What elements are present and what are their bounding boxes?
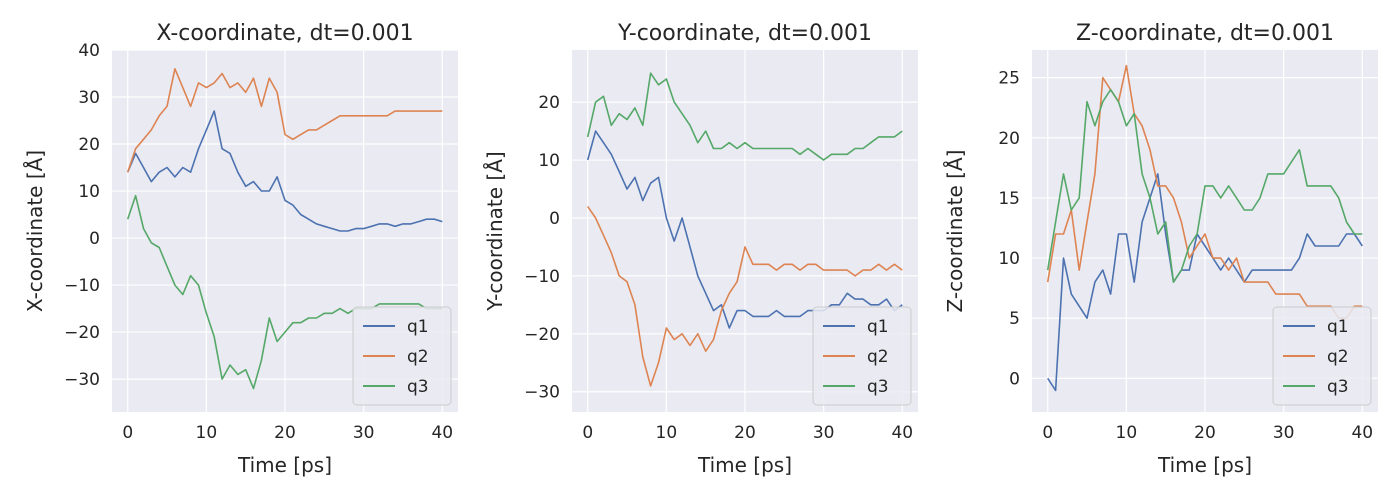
z-ytick-label: 10: [998, 249, 1020, 269]
x-ytick-label: −20: [64, 323, 100, 343]
y-legend-label-q1: q1: [867, 317, 889, 337]
y-ytick-label: 10: [538, 151, 560, 171]
z-series-q3-line: [1046, 88, 1363, 283]
x-ytick-label: 0: [89, 229, 100, 249]
y-xtick-label: 0: [582, 423, 593, 443]
z-legend-box: [1272, 306, 1372, 406]
x-ytick-label: −10: [64, 276, 100, 296]
x-xtick-label: 30: [353, 423, 375, 443]
x-legend-label-q1: q1: [407, 317, 429, 337]
z-xtick-label: 10: [1116, 423, 1138, 443]
y-ytick-label: −20: [524, 325, 560, 345]
z-legend-label-q2: q2: [1327, 347, 1349, 367]
y-series-q3-line: [586, 72, 903, 161]
x-ytick-label: 20: [78, 135, 100, 155]
y-xtick-label: 10: [656, 423, 678, 443]
x-legend-label-q2: q2: [407, 347, 429, 367]
z-ytick-label: 25: [998, 69, 1020, 89]
x-legend-box: [352, 306, 452, 406]
z-coordinate-chart: 0 10 20 30 40 25 20 15 10 5 0 Z-coordinate, dt=0.00…: [943, 21, 1378, 477]
x-legend-label-q3: q3: [407, 377, 429, 397]
y-legend-box: [812, 306, 912, 406]
y-xtick-label: 20: [734, 423, 756, 443]
x-legend: q1 q2 q3: [352, 306, 452, 406]
y-series-q2-line: [587, 205, 903, 387]
x-xtick-label: 20: [274, 423, 296, 443]
x-series-q2-line: [126, 68, 443, 173]
y-xtick-label: 30: [813, 423, 835, 443]
z-legend-label-q3: q3: [1327, 377, 1349, 397]
z-ytick-label: 15: [998, 189, 1020, 209]
z-xtick-label: 40: [1351, 423, 1373, 443]
y-chart-title: Y-coordinate, dt=0.001: [617, 21, 872, 46]
z-ytick-label: 5: [1009, 309, 1020, 329]
y-legend: q1 q2 q3: [812, 306, 912, 406]
z-ytick-label: 0: [1009, 369, 1020, 389]
x-ytick-label: −30: [64, 370, 100, 390]
x-chart-title: X-coordinate, dt=0.001: [156, 21, 413, 46]
y-ytick-label: −10: [524, 267, 560, 287]
y-ytick-label: 0: [549, 209, 560, 229]
x-ytick-label: 10: [78, 182, 100, 202]
z-x-axis-label: Time [ps]: [1157, 453, 1252, 477]
x-coordinate-chart: 0 10 20 30 40 40 30 20 10 0 −10 −20 −30 X-coordinate,…: [23, 21, 458, 477]
z-xtick-label: 20: [1194, 423, 1216, 443]
x-xtick-label: 40: [431, 423, 453, 443]
x-x-axis-label: Time [ps]: [237, 453, 332, 477]
y-ytick-label: 20: [538, 93, 560, 113]
z-y-axis-label: Z-coordinate [Å]: [943, 150, 967, 313]
x-xtick-label: 0: [122, 423, 133, 443]
x-ytick-label: 30: [78, 88, 100, 108]
y-coordinate-chart: 0 10 20 30 40 20 10 0 −10 −20 −30 Y-coordinate, dt=…: [483, 21, 918, 477]
x-series-q1-line: [126, 110, 443, 232]
z-chart-title: Z-coordinate, dt=0.001: [1076, 21, 1334, 46]
y-legend-label-q3: q3: [867, 377, 889, 397]
x-xtick-label: 10: [196, 423, 218, 443]
z-legend-label-q1: q1: [1327, 317, 1349, 337]
z-xtick-label: 30: [1273, 423, 1295, 443]
z-series-q1-line: [1047, 173, 1363, 392]
z-legend: q1 q2 q3: [1272, 306, 1372, 406]
x-ytick-label: 40: [78, 41, 100, 61]
y-ytick-label: −30: [524, 383, 560, 403]
y-y-axis-label: Y-coordinate [Å]: [483, 151, 507, 311]
x-y-axis-label: X-coordinate [Å]: [23, 150, 47, 312]
y-series-q1-line: [586, 130, 903, 329]
z-ytick-label: 20: [998, 129, 1020, 149]
y-x-axis-label: Time [ps]: [697, 453, 792, 477]
z-xtick-label: 0: [1042, 423, 1053, 443]
y-xtick-label: 40: [891, 423, 913, 443]
y-legend-label-q2: q2: [867, 347, 889, 367]
x-series-q3-line: [126, 194, 443, 390]
